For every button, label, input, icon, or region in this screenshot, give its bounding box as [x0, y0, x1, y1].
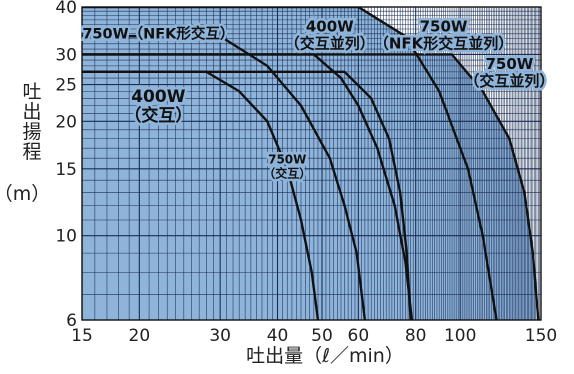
x-tick-label: 30: [209, 326, 231, 346]
y-ticks: 6 10 15 20 25 30 40: [55, 0, 77, 331]
x-tick-label: 20: [129, 326, 151, 346]
y-tick-label: 40: [55, 0, 77, 18]
x-axis-label: 吐出量（ℓ／min）: [246, 345, 404, 367]
y-tick-label: 6: [66, 311, 77, 331]
series-label: 750W: [420, 17, 468, 35]
series-label: 750W: [268, 152, 306, 166]
x-tick-label: 60: [348, 326, 370, 346]
series-label: （交互並列）: [464, 72, 554, 90]
series-label: （交互）: [124, 105, 192, 126]
y-tick-label: 30: [55, 45, 77, 65]
y-axis-label-char: 吐: [22, 81, 41, 103]
y-tick-label: 20: [55, 112, 77, 132]
y-axis-unit: （m）: [0, 183, 50, 205]
series-label: （交互並列）: [285, 34, 375, 52]
x-tick-label: 100: [444, 326, 476, 346]
series-label: 750W（NFK形交互）: [82, 25, 234, 43]
x-ticks: 15 20 30 40 50 60 80 100 150: [71, 326, 557, 346]
x-tick-label: 150: [525, 326, 557, 346]
series-label: （交互）: [263, 165, 311, 180]
y-tick-label: 15: [55, 160, 77, 180]
x-tick-label: 40: [267, 326, 289, 346]
y-axis-label-char: 揚: [22, 121, 41, 143]
series-label: 400W: [306, 17, 354, 35]
x-tick-label: 80: [405, 326, 427, 346]
y-axis-label-char: 程: [22, 141, 41, 163]
y-tick-label: 10: [55, 227, 77, 247]
y-axis-label: 吐 出 揚 程 （m）: [0, 81, 50, 205]
series-label: （NFK形交互並列）: [374, 34, 513, 52]
x-tick-label: 50: [311, 326, 333, 346]
y-axis-label-char: 出: [22, 101, 41, 123]
series-label: 400W: [131, 87, 185, 107]
y-tick-label: 25: [55, 76, 77, 96]
series-label: 750W: [485, 55, 533, 73]
